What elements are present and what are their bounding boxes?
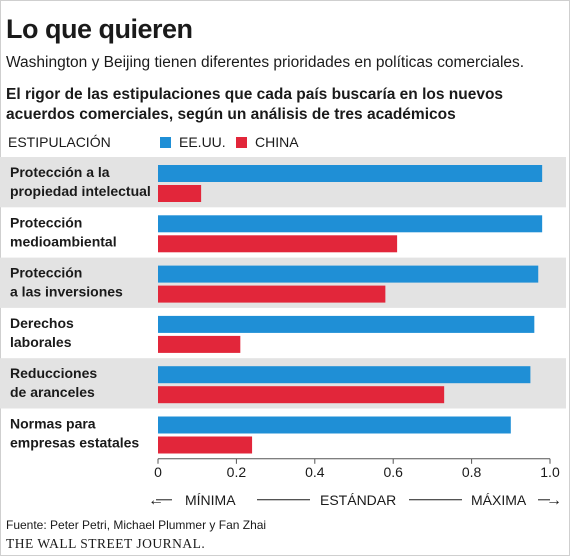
bar-us [158,366,531,384]
graphic-subtitle: Washington y Beijing tienen diferentes p… [6,54,525,71]
category-label: laborales [10,334,72,350]
legend-item-china: CHINA [236,134,299,150]
bar-us [158,416,511,434]
bar-us [158,165,543,182]
chart-title: El rigor de las estipulaciones que cada … [6,86,504,123]
bar-us [158,315,535,333]
bar-chart: Protección a la propiedad intelectual Prot… [0,157,566,509]
x-tick-label: 1.0 [540,464,560,480]
category-label: Normas para [10,416,96,432]
masthead-logo: THE WALL STREET JOURNAL. [6,536,206,551]
bar-us [158,265,539,283]
legend-item-us: EE.UU. [160,134,226,150]
category-label: Derechos [10,315,74,331]
legend-label-us: EE.UU. [179,134,226,150]
scale-label-maximum: MÁXIMA [471,492,527,508]
right-arrow-icon: → [546,492,562,509]
category-label: Protección a la [10,164,110,180]
bar-china [158,235,398,253]
scale-label-minimum: MÍNIMA [185,492,236,508]
bar-china [158,436,253,454]
x-tick-label: 0.6 [383,464,403,480]
bar-china [158,386,445,404]
category-label: empresas estatales [10,435,139,451]
x-tick-label: 0 [154,464,162,480]
bar-china [158,335,241,353]
graphic-title: Lo que quieren [6,14,193,44]
category-label: a las inversiones [10,284,123,300]
bar-china [158,185,202,202]
category-label: propiedad intelectual [10,183,151,199]
bar-china [158,285,386,303]
category-header: ESTIPULACIÓN [8,134,111,150]
category-label: Reducciones [10,365,97,381]
category-label: de aranceles [10,384,95,400]
scale-label-standard: ESTÁNDAR [320,492,396,508]
source-note: Fuente: Peter Petri, Michael Plummer y F… [6,518,267,532]
x-tick-label: 0.4 [305,464,325,480]
legend-swatch-china [236,136,247,148]
x-tick-label: 0.8 [462,464,482,480]
bar-us [158,215,543,233]
legend-label-china: CHINA [255,134,299,150]
category-label: Protección [10,265,82,281]
x-tick-label: 0.2 [227,464,247,480]
category-label: medioambiental [10,233,117,249]
legend-swatch-us [160,136,171,148]
category-label: Protección [10,214,82,230]
